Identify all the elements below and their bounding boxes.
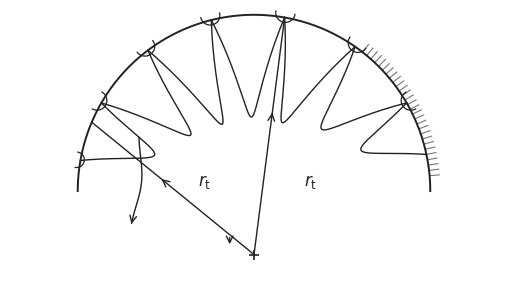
Text: $r_{\rm t}$: $r_{\rm t}$ bbox=[304, 173, 317, 191]
Text: $r_{\rm t}$: $r_{\rm t}$ bbox=[198, 173, 211, 191]
